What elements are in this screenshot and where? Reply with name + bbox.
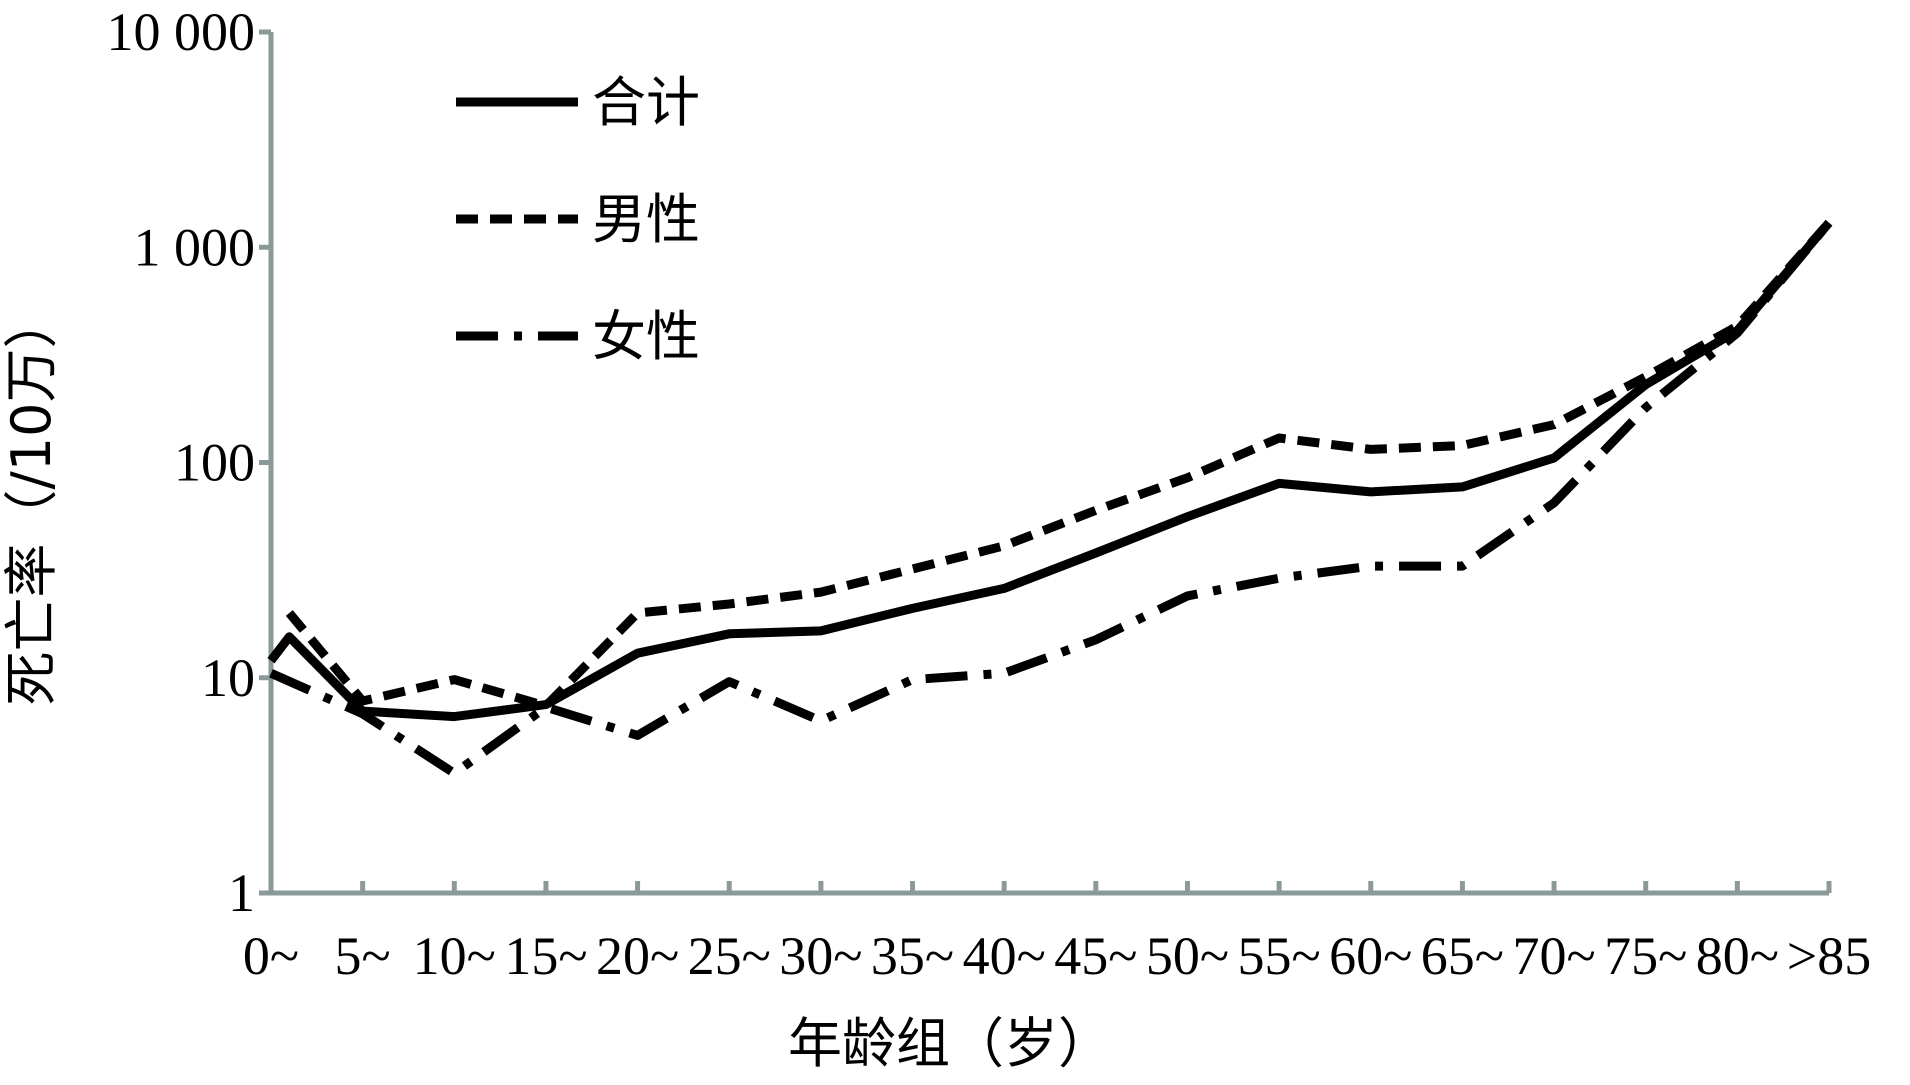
y-tick-label: 1 000 (134, 217, 256, 277)
x-tick-label: >85 (1787, 926, 1871, 986)
x-tick-label: 15~ (504, 926, 587, 986)
y-tick-label: 100 (174, 433, 255, 493)
y-tick-label: 10 000 (107, 2, 256, 62)
legend-label: 女性 (592, 305, 700, 368)
x-tick-label: 25~ (688, 926, 771, 986)
x-tick-label: 5~ (335, 926, 391, 986)
x-tick-label: 60~ (1329, 926, 1412, 986)
legend-label: 合计 (592, 71, 700, 134)
series-lines (267, 219, 1833, 778)
x-tick-label: 65~ (1421, 926, 1504, 986)
x-axis-ticks: 0~ 5~ 10~ 15~ 20~ 25~ 30~ 35~ 40~ 45~ 50~ 55~ 60~ 65~… (243, 881, 1871, 986)
x-axis-title: 年龄组（岁） (788, 1012, 1112, 1075)
x-tick-label: 35~ (871, 926, 954, 986)
x-tick-label: 45~ (1054, 926, 1137, 986)
x-tick-label: 30~ (779, 926, 862, 986)
x-tick-label: 0~ (243, 926, 299, 986)
x-tick-label: 10~ (413, 926, 496, 986)
y-axis-ticks: 1 10 100 1 000 10 000 (107, 2, 271, 923)
x-tick-label: 70~ (1512, 926, 1595, 986)
x-tick-label: 20~ (596, 926, 679, 986)
series-line-dashdot (269, 219, 1833, 778)
x-tick-label: 75~ (1604, 926, 1687, 986)
y-tick-label: 1 (228, 863, 255, 923)
x-tick-label: 50~ (1146, 926, 1229, 986)
x-tick-label: 55~ (1238, 926, 1321, 986)
y-axis-title: 死亡率（/10万） (0, 295, 63, 706)
series-line-dashed (285, 219, 1833, 711)
axes (268, 32, 1829, 896)
legend-label: 男性 (592, 188, 700, 251)
x-tick-label: 40~ (963, 926, 1046, 986)
x-tick-label: 80~ (1696, 926, 1779, 986)
y-tick-label: 10 (201, 648, 255, 708)
series-line-solid (267, 219, 1833, 722)
